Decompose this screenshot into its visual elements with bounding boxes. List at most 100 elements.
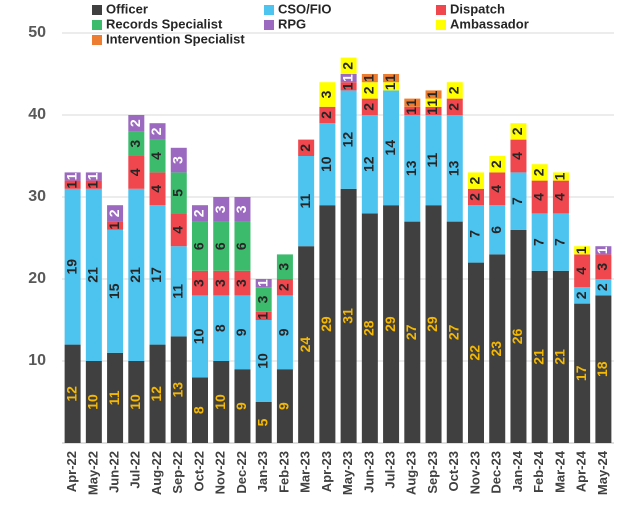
bar-segment [85, 180, 102, 189]
x-tick-label: Sep-22 [170, 451, 185, 494]
data-label: 17 [573, 365, 589, 381]
x-tick-label: May-23 [340, 451, 355, 495]
bar-segment [552, 172, 569, 181]
legend-swatch [92, 20, 102, 30]
bar-segment [276, 254, 293, 279]
data-label: 4 [530, 193, 546, 201]
bar-segment [64, 188, 81, 345]
data-label: 7 [530, 238, 546, 246]
data-label: 17 [148, 267, 164, 283]
bar-segment [234, 197, 251, 222]
data-label: 1 [63, 181, 79, 189]
data-label: 2 [148, 127, 164, 135]
x-tick-label: Sep-23 [425, 451, 440, 494]
data-label: 12 [339, 132, 355, 148]
data-label: 6 [191, 242, 207, 250]
bar-segment [552, 213, 569, 271]
legend-label: Records Specialist [106, 16, 223, 31]
data-label: 2 [530, 168, 546, 176]
data-label: 4 [509, 152, 525, 160]
data-label: 29 [382, 316, 398, 332]
bar-segment [107, 352, 124, 443]
data-label: 1 [361, 74, 377, 82]
bar-segment [531, 270, 548, 443]
data-label: 1 [106, 222, 122, 230]
bar-segment [149, 205, 166, 345]
bar-segment [170, 336, 187, 443]
data-label: 8 [212, 324, 228, 332]
data-label: 1 [254, 312, 270, 320]
data-label: 4 [552, 193, 568, 201]
data-label: 31 [339, 308, 355, 324]
x-tick-label: Jul-23 [383, 451, 398, 489]
x-tick-label: Jun-22 [107, 451, 122, 493]
data-label: 12 [361, 156, 377, 172]
bar-segment [64, 180, 81, 189]
bar-segment [128, 361, 145, 443]
data-label: 1 [403, 107, 419, 115]
data-label: 5 [254, 418, 270, 426]
bar-segment [361, 82, 378, 99]
data-label: 21 [530, 349, 546, 365]
bar-segment [128, 131, 145, 156]
legend-swatch [436, 20, 446, 30]
bar-segment [298, 156, 315, 247]
bar-segment [404, 115, 421, 222]
bar-segment [425, 90, 442, 99]
data-label: 10 [191, 328, 207, 344]
data-label: 21 [552, 349, 568, 365]
data-label: 23 [488, 341, 504, 357]
data-label: 1 [85, 181, 101, 189]
data-label: 11 [424, 152, 440, 167]
x-tick-label: Aug-23 [404, 451, 419, 495]
bar-segment [192, 221, 208, 271]
bar-segment [510, 229, 527, 443]
bar-segment [234, 369, 251, 443]
data-label: 2 [318, 111, 334, 119]
data-label: 2 [361, 103, 377, 111]
data-label: 7 [552, 238, 568, 246]
bar-segment [404, 221, 421, 443]
data-label: 1 [254, 279, 270, 287]
data-label: 1 [339, 82, 355, 90]
data-label: 13 [403, 160, 419, 176]
bar-segment [276, 295, 293, 370]
data-label: 2 [467, 176, 483, 184]
bar-segment [213, 197, 230, 222]
bar-segment [85, 361, 102, 443]
data-label: 4 [488, 185, 504, 193]
data-label: 3 [127, 140, 143, 148]
x-tick-label: Jan-23 [255, 451, 270, 492]
data-label: 2 [276, 283, 292, 291]
bar-segment [107, 221, 124, 230]
data-label: 11 [106, 390, 122, 405]
data-label: 6 [212, 242, 228, 250]
data-label: 4 [573, 267, 589, 275]
bar-segment [574, 254, 591, 288]
bar-segment [149, 172, 166, 206]
x-tick-label: Dec-22 [234, 451, 249, 494]
legend-swatch [92, 5, 102, 15]
data-label: 2 [106, 209, 122, 217]
bar-segment [170, 172, 187, 214]
bar-segment [64, 172, 81, 181]
legend-swatch [264, 20, 274, 30]
bar-segment [446, 82, 463, 99]
bar-segment [340, 74, 357, 83]
bar-segment [489, 254, 506, 443]
bar-segment [383, 90, 400, 206]
bar-segment [170, 147, 187, 173]
bar-segment [425, 115, 442, 206]
legend-swatch [92, 35, 102, 45]
bar-segment [128, 188, 145, 361]
data-label: 2 [297, 144, 313, 152]
data-label: 4 [148, 185, 164, 193]
bar-segment [255, 287, 272, 312]
bar-segment [298, 246, 315, 443]
bar-segment [404, 98, 421, 107]
data-label: 24 [297, 337, 313, 353]
data-label: 5 [169, 189, 185, 197]
bar-segment [64, 344, 81, 443]
bar-segment [298, 139, 315, 156]
data-label: 1 [382, 74, 398, 82]
